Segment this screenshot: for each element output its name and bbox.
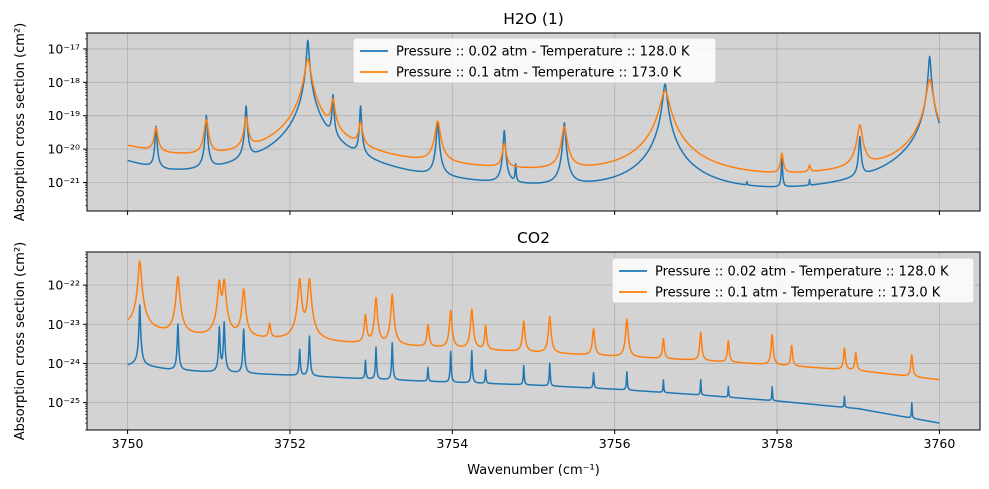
chart-title: CO2 xyxy=(517,229,550,247)
series-line-1 xyxy=(127,39,941,188)
subplot-1: 10⁻¹⁷ 10⁻¹⁸ 10⁻¹⁹ 10⁻²⁰ 10⁻²¹ H2O (1) Absorpti… xyxy=(13,10,981,221)
legend-label-2: Pressure :: 0.1 atm - Temperature :: 173… xyxy=(396,66,682,81)
axes-frame xyxy=(86,251,981,431)
subplot-2: 3750 3752 3754 3756 3758 3760 10⁻²² 10⁻²³ 10⁻²⁴ 1… xyxy=(13,229,981,478)
y-axis-label: Absorption cross section (cm²) xyxy=(13,242,28,440)
series-line-2 xyxy=(127,260,940,381)
series-line-2 xyxy=(127,58,941,173)
x-tick-label: 3758 xyxy=(761,436,793,451)
y-tick-label: 10⁻²² xyxy=(47,278,80,293)
x-tick-label: 3754 xyxy=(436,436,468,451)
y-tick-label: 10⁻²¹ xyxy=(47,175,80,190)
y-tick-label: 10⁻²⁰ xyxy=(47,142,80,157)
legend-label-1: Pressure :: 0.02 atm - Temperature :: 12… xyxy=(396,45,690,60)
legend-label-1: Pressure :: 0.02 atm - Temperature :: 12… xyxy=(655,265,949,280)
series-line-1 xyxy=(127,304,940,424)
legend: Pressure :: 0.02 atm - Temperature :: 12… xyxy=(352,37,717,84)
legend-label-2: Pressure :: 0.1 atm - Temperature :: 173… xyxy=(655,286,941,301)
legend: Pressure :: 0.02 atm - Temperature :: 12… xyxy=(611,257,975,304)
y-tick-label: 10⁻²³ xyxy=(47,317,80,332)
x-tick-label: 3750 xyxy=(112,436,144,451)
x-tick-label: 3760 xyxy=(924,436,956,451)
y-tick-label: 10⁻¹⁷ xyxy=(47,41,80,56)
x-tick-label: 3756 xyxy=(599,436,631,451)
y-tick-label: 10⁻¹⁸ xyxy=(47,75,80,90)
y-axis-label: Absorption cross section (cm²) xyxy=(13,23,28,221)
x-tick-label: 3752 xyxy=(274,436,306,451)
y-tick-label: 10⁻²⁴ xyxy=(47,356,80,371)
legend-box xyxy=(352,37,717,84)
y-tick-label: 10⁻²⁵ xyxy=(47,395,80,410)
y-tick-label: 10⁻¹⁹ xyxy=(47,108,80,123)
legend-box xyxy=(611,257,975,304)
axes-frame xyxy=(86,32,981,212)
x-axis-label: Wavenumber (cm⁻¹) xyxy=(467,463,600,478)
chart-title: H2O (1) xyxy=(503,10,564,28)
